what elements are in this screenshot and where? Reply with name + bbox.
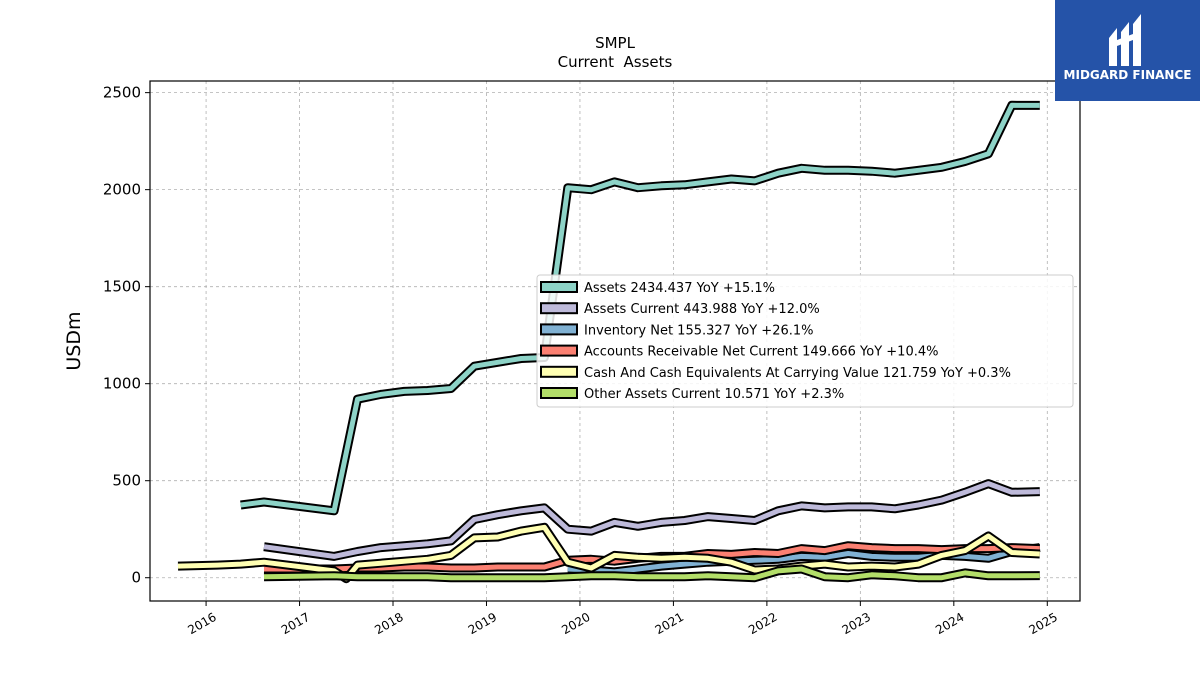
- x-tick-label: 2024: [933, 610, 966, 637]
- legend-swatch: [540, 365, 578, 378]
- series-line: [263, 566, 1040, 581]
- brand-logo: MIDGARD FINANCE: [1055, 0, 1200, 101]
- y-tick-label: 1000: [103, 375, 141, 393]
- legend-frame: [536, 274, 1074, 408]
- logo-text: MIDGARD FINANCE: [1063, 68, 1192, 82]
- legend-entry: Other Assets Current 10.571 YoY +2.3%: [584, 387, 844, 402]
- legend-swatch: [540, 387, 578, 399]
- y-tick-label: 500: [112, 472, 141, 490]
- y-axis-label: USDm: [63, 311, 85, 370]
- x-tick-label: 2021: [653, 610, 686, 637]
- legend-entry: Inventory Net 155.327 YoY +26.1%: [584, 323, 814, 338]
- y-tick-label: 0: [131, 569, 141, 587]
- x-tick-label: 2025: [1027, 610, 1060, 637]
- x-tick-label: 2017: [279, 610, 312, 637]
- chart-title: SMPL: [595, 34, 636, 52]
- plot-frame: [149, 80, 1081, 602]
- legend-swatch: [540, 281, 578, 293]
- legend-entry: Accounts Receivable Net Current 149.666 …: [584, 345, 939, 360]
- legend-swatch: [540, 302, 578, 315]
- legend: Assets 2434.437 YoY +15.1% Assets Current…: [536, 274, 1074, 408]
- chart-subtitle: Current Assets: [558, 53, 673, 71]
- legend-swatch: [540, 344, 578, 357]
- x-tick-label: 2019: [466, 610, 499, 637]
- x-tick-label: 2016: [185, 610, 218, 637]
- series-lines: [177, 100, 1041, 584]
- series-line: [263, 481, 1040, 559]
- series-line: [240, 102, 1040, 514]
- legend-entry: Assets 2434.437 YoY +15.1%: [584, 281, 775, 296]
- y-tick-label: 2500: [103, 84, 141, 102]
- legend-swatch: [540, 323, 578, 336]
- legend-entry: Assets Current 443.988 YoY +12.0%: [584, 302, 820, 317]
- midgard-logo-icon: [1109, 14, 1141, 66]
- x-tick-label: 2022: [746, 610, 779, 637]
- series-line: [177, 524, 1040, 582]
- x-tick-label: 2020: [559, 610, 592, 637]
- x-tick-label: 2018: [372, 610, 405, 637]
- x-tick-label: 2023: [840, 610, 873, 637]
- legend-entry: Cash And Cash Equivalents At Carrying Va…: [584, 366, 1011, 381]
- y-tick-label: 1500: [103, 278, 141, 296]
- y-tick-label: 2000: [103, 181, 141, 199]
